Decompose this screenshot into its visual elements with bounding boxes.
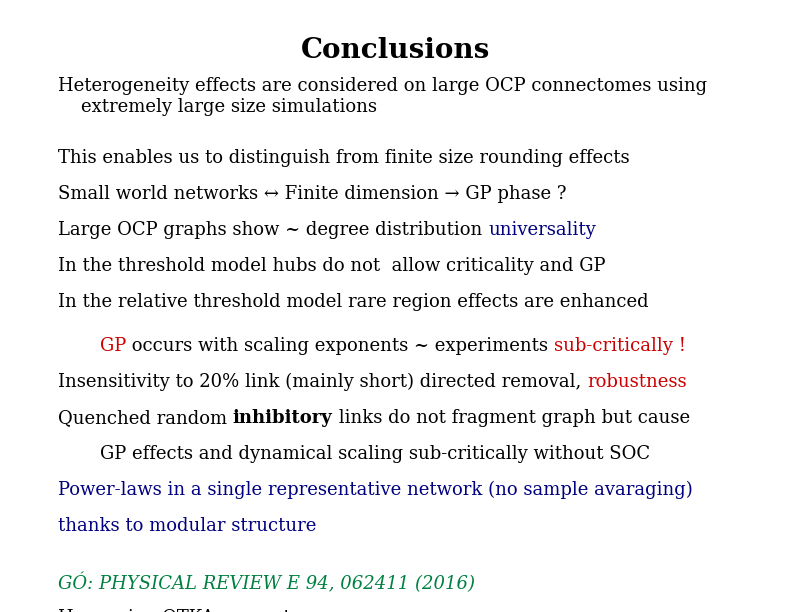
Text: Power-laws in a single representative network (no sample avaraging): Power-laws in a single representative ne…: [58, 481, 693, 499]
Text: universality: universality: [488, 221, 596, 239]
Text: GP effects and dynamical scaling sub-critically without SOC: GP effects and dynamical scaling sub-cri…: [100, 445, 650, 463]
Text: sub-critically !: sub-critically !: [554, 337, 686, 355]
Text: Insensitivity to 20% link (mainly short) directed removal,: Insensitivity to 20% link (mainly short)…: [58, 373, 587, 391]
Text: occurs with scaling exponents ~ experiments: occurs with scaling exponents ~ experime…: [126, 337, 554, 355]
Text: Small world networks ↔ Finite dimension → GP phase ?: Small world networks ↔ Finite dimension …: [58, 185, 566, 203]
Text: Hungarian OTKA support: Hungarian OTKA support: [58, 609, 291, 612]
Text: Conclusions: Conclusions: [302, 37, 490, 64]
Text: Quenched random: Quenched random: [58, 409, 233, 427]
Text: Heterogeneity effects are considered on large OCP connectomes using
    extremel: Heterogeneity effects are considered on …: [58, 77, 707, 116]
Text: inhibitory: inhibitory: [233, 409, 333, 427]
Text: GÓ: PHYSICAL REVIEW E 94, 062411 (2016): GÓ: PHYSICAL REVIEW E 94, 062411 (2016): [58, 573, 475, 594]
Text: In the relative threshold model rare region effects are enhanced: In the relative threshold model rare reg…: [58, 293, 649, 311]
Text: links do not fragment graph but cause: links do not fragment graph but cause: [333, 409, 690, 427]
Text: This enables us to distinguish from finite size rounding effects: This enables us to distinguish from fini…: [58, 149, 630, 167]
Text: robustness: robustness: [587, 373, 687, 391]
Text: thanks to modular structure: thanks to modular structure: [58, 517, 316, 535]
Text: Large OCP graphs show ~ degree distribution: Large OCP graphs show ~ degree distribut…: [58, 221, 488, 239]
Text: In the threshold model hubs do not  allow criticality and GP: In the threshold model hubs do not allow…: [58, 257, 606, 275]
Text: GP: GP: [100, 337, 126, 355]
